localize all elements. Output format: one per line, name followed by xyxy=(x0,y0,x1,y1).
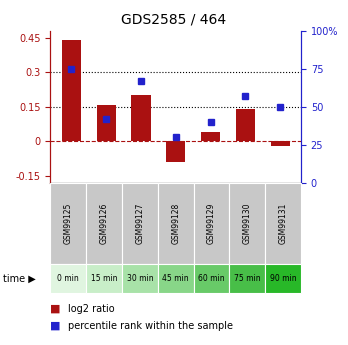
Text: 45 min: 45 min xyxy=(163,274,189,283)
Text: ■: ■ xyxy=(50,304,61,314)
Text: time ▶: time ▶ xyxy=(3,274,36,284)
Bar xyxy=(201,132,220,141)
Text: log2 ratio: log2 ratio xyxy=(68,304,114,314)
Text: GSM99127: GSM99127 xyxy=(135,203,144,244)
Text: 0 min: 0 min xyxy=(57,274,79,283)
Bar xyxy=(62,40,81,141)
Text: ■: ■ xyxy=(50,321,61,331)
Bar xyxy=(96,105,116,141)
Text: GSM99125: GSM99125 xyxy=(64,203,73,244)
Text: GSM99128: GSM99128 xyxy=(171,203,180,244)
Bar xyxy=(236,109,255,141)
Text: GSM99129: GSM99129 xyxy=(207,203,216,244)
Text: GSM99131: GSM99131 xyxy=(279,203,288,244)
Text: GSM99130: GSM99130 xyxy=(243,203,252,244)
Text: GDS2585 / 464: GDS2585 / 464 xyxy=(121,12,227,26)
Bar xyxy=(166,141,185,162)
Text: percentile rank within the sample: percentile rank within the sample xyxy=(68,321,233,331)
Bar xyxy=(271,141,290,146)
Text: 15 min: 15 min xyxy=(91,274,117,283)
Text: 60 min: 60 min xyxy=(198,274,225,283)
Text: 30 min: 30 min xyxy=(127,274,153,283)
Bar xyxy=(132,96,150,141)
Text: 90 min: 90 min xyxy=(270,274,296,283)
Text: 75 min: 75 min xyxy=(234,274,261,283)
Text: GSM99126: GSM99126 xyxy=(100,203,109,244)
